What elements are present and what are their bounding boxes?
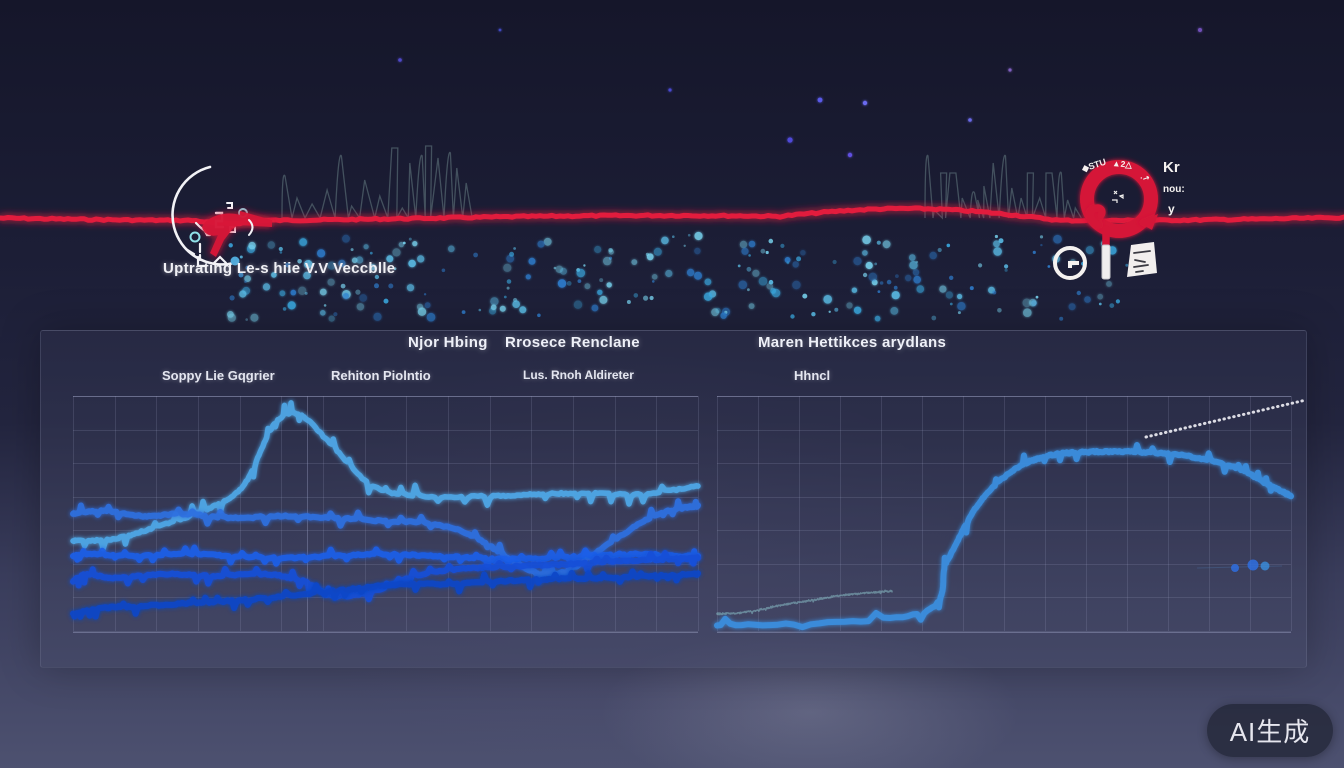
svg-text:▲2△: ▲2△: [1112, 158, 1134, 170]
svg-text:nou:: nou:: [1163, 184, 1185, 195]
svg-text:y: y: [1168, 202, 1175, 216]
svg-text:Kr: Kr: [1163, 159, 1180, 176]
